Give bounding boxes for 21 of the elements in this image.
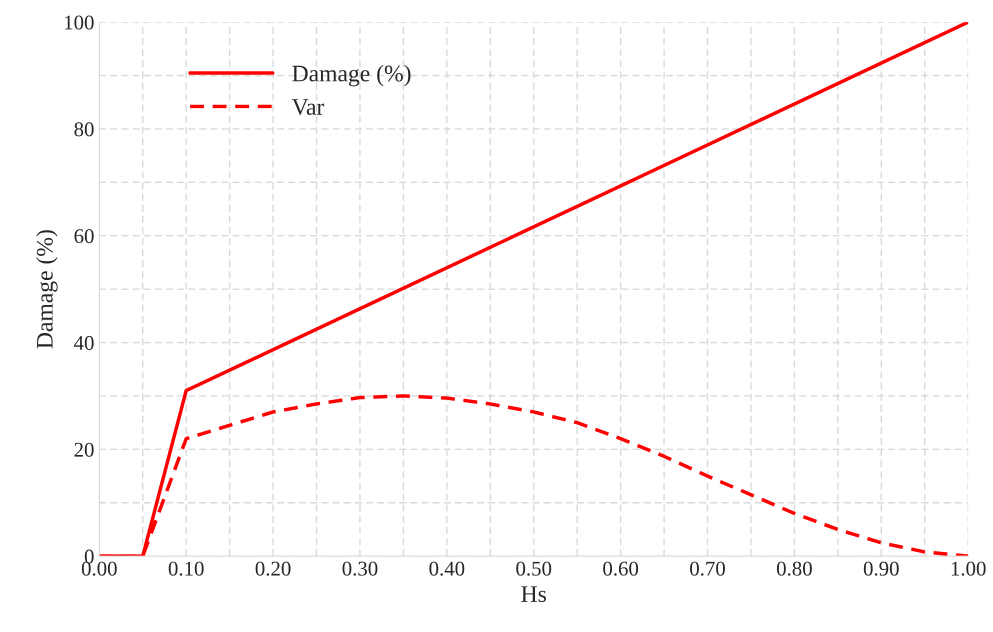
- x-tick-label: 0.90: [864, 562, 899, 576]
- x-tick-label: 0.40: [429, 562, 464, 576]
- y-axis-title: Damage (%): [36, 230, 58, 348]
- y-tick-label: 0: [84, 550, 94, 564]
- legend-label: Damage (%): [292, 64, 411, 86]
- x-tick-label: 0.70: [690, 562, 725, 576]
- x-tick-label: 0.50: [516, 562, 552, 576]
- x-tick-label: 1.00: [952, 562, 986, 576]
- y-tick-label: 100: [65, 15, 94, 30]
- y-tick-label: 20: [74, 442, 94, 457]
- x-tick-label: 0.30: [342, 562, 378, 576]
- y-tick-label: 60: [74, 229, 94, 244]
- x-tick-label: 0.00: [82, 562, 117, 576]
- x-axis-title: Hs: [521, 586, 546, 602]
- x-tick-label: 0.80: [776, 562, 812, 576]
- x-tick-label: 0.10: [168, 562, 204, 576]
- y-tick-label: 40: [74, 336, 94, 350]
- legend-label: Var: [292, 99, 324, 116]
- x-tick-label: 0.60: [603, 562, 638, 576]
- x-tick-label: 0.20: [256, 562, 291, 576]
- y-tick-label: 80: [74, 122, 94, 136]
